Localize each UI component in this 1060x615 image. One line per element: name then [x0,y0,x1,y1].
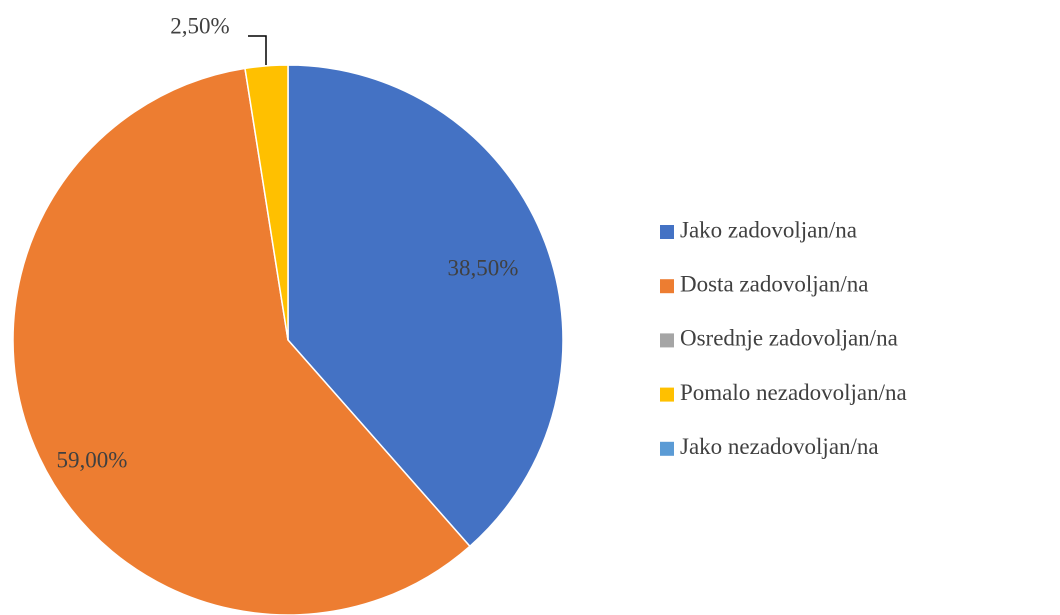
legend-swatch [660,279,674,294]
data-label: 59,00% [57,447,128,472]
legend-swatch [660,387,674,402]
legend-label: Osrednje zadovoljan/na [680,326,898,351]
legend-swatch [660,441,674,456]
pie-slice [12,67,471,615]
data-label: 2,50% [170,13,229,38]
pie-slice [287,64,564,548]
legend-swatch [660,225,674,239]
legend-label: Dosta zadovoljan/na [680,271,868,296]
legend-label: Jako nezadovoljan/na [680,434,879,459]
legend-label: Pomalo nezadovoljan/na [680,380,907,405]
data-label: 38,50% [448,255,519,280]
leader-line [248,35,267,65]
legend-swatch [660,333,674,348]
legend-label: Jako zadovoljan/na [680,217,857,242]
pie-slice [244,64,289,341]
